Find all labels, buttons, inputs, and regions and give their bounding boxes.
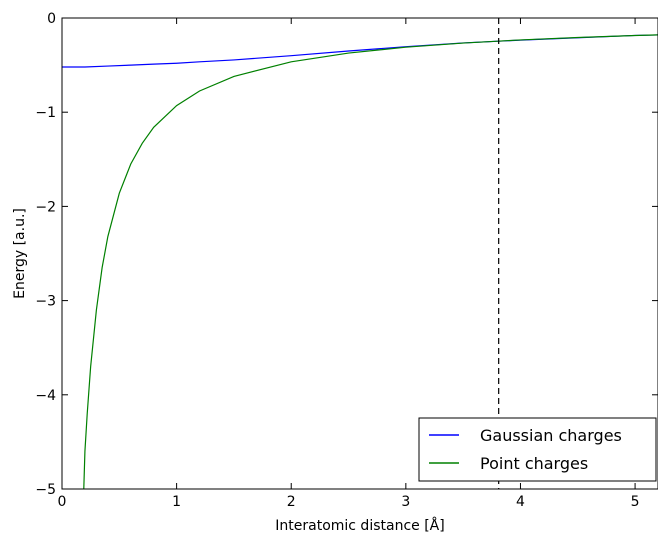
x-tick-label: 4 xyxy=(516,494,525,510)
x-axis-label: Interatomic distance [Å] xyxy=(275,517,444,534)
x-tick-label: 0 xyxy=(58,494,67,510)
y-axis-label: Energy [a.u.] xyxy=(12,208,28,299)
series-line-1 xyxy=(62,34,658,68)
y-tick-label: −3 xyxy=(35,294,56,310)
y-tick-label: −4 xyxy=(35,388,56,404)
y-tick-label: −5 xyxy=(35,482,56,498)
y-tick-label: −1 xyxy=(35,105,56,121)
y-tick-label: −2 xyxy=(35,199,56,215)
y-tick-label: 0 xyxy=(47,11,56,27)
legend: Gaussian charges Point charges xyxy=(418,417,657,482)
axis-ticks: 0 1 2 3 4 5 0 −1 −2 −3 −4 −5 xyxy=(35,11,658,510)
plot-frame xyxy=(61,17,658,490)
x-tick-label: 3 xyxy=(401,494,410,510)
legend-box xyxy=(418,417,657,482)
legend-label: Point charges xyxy=(480,454,588,473)
legend-label: Gaussian charges xyxy=(480,426,622,445)
x-tick-label: 5 xyxy=(631,494,640,510)
x-tick-label: 2 xyxy=(287,494,296,510)
x-tick-label: 1 xyxy=(172,494,181,510)
series-line-2 xyxy=(83,34,658,489)
plot-content xyxy=(62,18,658,489)
